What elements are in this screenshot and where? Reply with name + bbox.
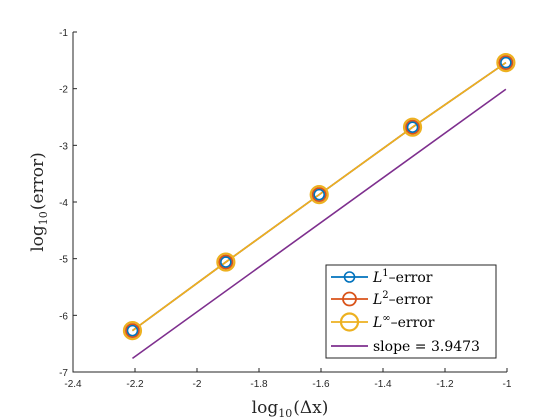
x-tick-label: -1.6 <box>312 379 330 390</box>
y-axis-label: log10(error) <box>28 152 50 252</box>
y-tick-label: -5 <box>59 255 68 266</box>
legend-label-linf: L∞–error <box>372 313 435 331</box>
legend-box <box>325 264 497 359</box>
data-point-l2-3 <box>311 187 327 203</box>
y-tick-label: -6 <box>59 311 68 322</box>
legend-label-slope: slope = 3.9473 <box>373 339 480 355</box>
data-point-l1-5 <box>500 56 512 69</box>
legend-label-l2: L2–error <box>372 290 433 308</box>
x-tick-label: -1.2 <box>436 379 454 390</box>
series-line-linf <box>131 61 507 332</box>
y-tick-label: -1 <box>59 28 68 39</box>
data-point-linf-2 <box>216 252 236 272</box>
data-point-l2-2 <box>218 254 234 270</box>
legend-marker-l1 <box>343 271 356 283</box>
data-point-l1-1 <box>126 324 139 337</box>
y-tick-label: -3 <box>59 141 68 152</box>
data-point-linf-4 <box>402 117 423 137</box>
x-axis-label: log10(Δx) <box>252 398 329 420</box>
data-point-l1-2 <box>220 256 232 268</box>
data-point-linf-3 <box>309 185 329 205</box>
data-point-linf-5 <box>496 52 516 73</box>
data-point-l1-4 <box>406 121 419 133</box>
data-point-l2-4 <box>405 119 420 135</box>
y-tick-label: -7 <box>59 368 68 379</box>
legend-marker-l2 <box>342 291 357 307</box>
x-tick-label: -2.2 <box>126 379 144 390</box>
axes-layer: -2.4 -2.2 -2 -1.8 -1.6 -1.4 -1.2 -1 -7 -6 -5 -4 -3 -2… <box>59 28 512 390</box>
y-tick-label: -2 <box>59 85 68 96</box>
series-layer <box>122 52 516 360</box>
x-tick-label: -1.8 <box>250 379 268 390</box>
legend-marker-linf <box>339 312 360 332</box>
legend-label-l1: L1–error <box>372 268 433 286</box>
x-tick-label: -1 <box>503 379 512 390</box>
y-tick-label: -4 <box>59 198 68 209</box>
series-line-slope <box>131 88 507 360</box>
legend: L1–error L2–error L∞–error slope = 3.9473 <box>325 264 497 359</box>
x-tick-label: -2.4 <box>64 379 82 390</box>
data-point-l1-3 <box>313 188 326 201</box>
x-tick-label: -2 <box>193 379 202 390</box>
data-point-linf-1 <box>122 321 143 341</box>
data-point-l2-5 <box>498 55 514 70</box>
x-tick-label: -1.4 <box>374 379 392 390</box>
data-point-l2-1 <box>125 323 140 339</box>
